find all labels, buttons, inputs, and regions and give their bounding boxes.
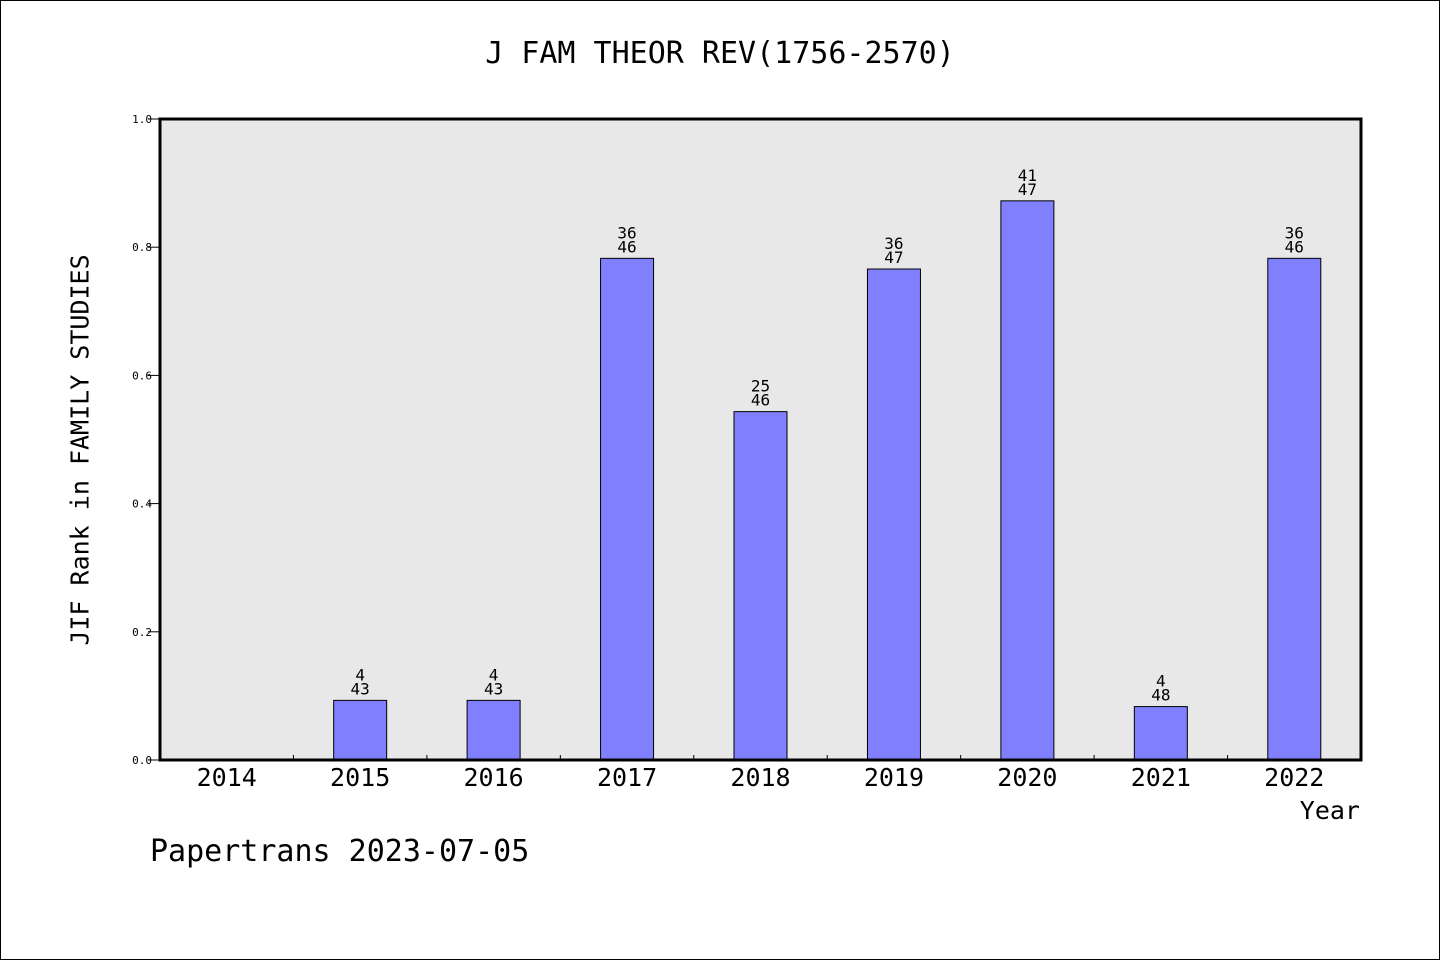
bar-2016 xyxy=(466,699,521,761)
x-tick-label: 2016 xyxy=(464,763,524,792)
y-tick-label: 0.0 xyxy=(132,754,152,767)
x-tick-label: 2020 xyxy=(997,763,1057,792)
bar-label-rank: 4 xyxy=(489,665,499,684)
bar-label-rank: 36 xyxy=(1285,223,1304,242)
chart-title: J FAM THEOR REV(1756-2570) xyxy=(485,36,955,71)
bar-label-rank: 36 xyxy=(884,234,903,253)
bar-2020 xyxy=(1000,200,1055,761)
bar-label-rank: 4 xyxy=(1156,672,1166,691)
y-tick-label: 0.2 xyxy=(132,626,152,639)
y-tick-label: 1.0 xyxy=(132,113,152,126)
y-tick-label: 0.4 xyxy=(132,498,152,511)
bar-label-total: 46 xyxy=(1285,237,1304,256)
bar-label-rank: 36 xyxy=(617,223,636,242)
x-tick-label: 2019 xyxy=(864,763,924,792)
bar-2015 xyxy=(333,699,388,761)
footer-credit: Papertrans 2023-07-05 xyxy=(150,834,530,869)
bar-label-total: 48 xyxy=(1151,686,1170,705)
bar-label-total: 46 xyxy=(617,237,636,256)
bar-label-rank: 41 xyxy=(1018,166,1037,185)
bar-label-total: 47 xyxy=(1018,180,1037,199)
bar-2019 xyxy=(866,268,921,761)
bars xyxy=(333,200,1322,761)
x-tick-label: 2018 xyxy=(730,763,790,792)
bar-label-total: 43 xyxy=(484,679,503,698)
bar-2021 xyxy=(1133,706,1188,761)
x-tick-label: 2017 xyxy=(597,763,657,792)
y-tick-label: 0.8 xyxy=(132,241,152,254)
x-tick-label: 2022 xyxy=(1264,763,1324,792)
bar-label-total: 46 xyxy=(751,391,770,410)
plot-area xyxy=(158,117,1363,762)
bar-label-rank: 25 xyxy=(751,377,770,396)
x-tick-label: 2021 xyxy=(1131,763,1191,792)
bar-2018 xyxy=(733,411,788,761)
x-axis-label: Year xyxy=(1299,796,1360,825)
bar-label-rank: 4 xyxy=(355,665,365,684)
bar-2017 xyxy=(600,257,655,761)
x-tick-label: 2015 xyxy=(330,763,390,792)
y-tick-label: 0.6 xyxy=(132,369,152,382)
bar-label-total: 43 xyxy=(351,679,370,698)
bar-label-total: 47 xyxy=(884,248,903,267)
y-axis: 0.0 0.2 0.4 0.6 0.8 1.0 xyxy=(132,113,160,767)
bar-2022 xyxy=(1267,257,1322,761)
x-axis: 2014 2015 2016 2017 2018 2019 2020 2021 2022 xyxy=(197,755,1324,792)
x-tick-label: 2014 xyxy=(197,763,257,792)
